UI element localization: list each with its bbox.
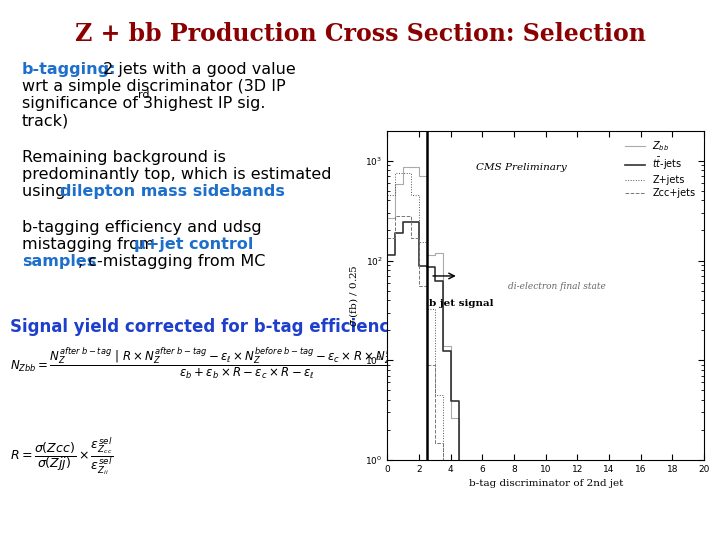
Zcc+jets [486,509,495,516]
Zcc+jets [644,509,653,516]
Z+jets [383,192,392,199]
$Z_{bb}$ [652,497,661,504]
Text: , c-mistagging from MC: , c-mistagging from MC [78,254,266,269]
Text: rd: rd [138,90,150,100]
Text: $N_{Zbb} = \dfrac{N_Z^{after\ b-tag}\ |\ R \times N_Z^{after\ b-tag} - \varepsil: $N_{Zbb} = \dfrac{N_Z^{after\ b-tag}\ |\… [10,345,446,381]
$Z_{bb}$ [399,164,408,171]
Text: wrt a simple discriminator (3D IP: wrt a simple discriminator (3D IP [22,79,286,94]
Text: b-tagging:: b-tagging: [22,62,117,77]
Legend: $Z_{bb}$, $t\bar{t}$-jets, Z+jets, Zcc+jets: $Z_{bb}$, $t\bar{t}$-jets, Z+jets, Zcc+j… [621,136,699,202]
Text: Signal yield corrected for b-tag efficiency and Z+jj,cc backgrounds: Signal yield corrected for b-tag efficie… [10,318,636,336]
Text: μ+jet control: μ+jet control [134,237,253,252]
$Z_{bb}$ [708,489,716,496]
Text: b jet signal: b jet signal [428,299,493,308]
Text: significance of 3: significance of 3 [22,96,153,111]
$t\bar{t}$-jets [652,485,661,492]
$Z_{bb}$ [486,490,495,497]
Text: highest IP sig.: highest IP sig. [148,96,266,111]
$Z_{bb}$ [478,490,487,497]
Zcc+jets [438,509,447,516]
Text: 2 jets with a good value: 2 jets with a good value [98,62,296,77]
Text: Remaining background is: Remaining background is [22,150,226,165]
Text: CMS Preliminary: CMS Preliminary [476,163,567,172]
$t\bar{t}$-jets [541,487,550,493]
Text: b-tagging efficiency and udsg: b-tagging efficiency and udsg [22,220,261,235]
Zcc+jets [478,509,487,516]
Zcc+jets [470,509,479,516]
Z+jets [478,502,487,509]
Zcc+jets [652,509,661,516]
$t\bar{t}$-jets [708,491,716,498]
$t\bar{t}$-jets [644,509,653,516]
Text: di-electron final state: di-electron final state [508,282,606,291]
Z+jets [446,509,455,516]
Line: Zcc+jets: Zcc+jets [387,215,712,512]
Text: samples: samples [22,254,96,269]
Z+jets [486,502,495,509]
$t\bar{t}$-jets [399,219,408,225]
$Z_{bb}$ [644,495,653,502]
Zcc+jets [391,212,400,219]
Text: mistagging from: mistagging from [22,237,160,252]
Z+jets [391,170,400,177]
$t\bar{t}$-jets [478,487,487,493]
$Z_{bb}$ [462,474,471,480]
Zcc+jets [541,509,550,516]
Z+jets [644,509,653,516]
Zcc+jets [383,234,392,241]
$t\bar{t}$-jets [383,252,392,258]
Text: Z + bb Production Cross Section: Selection: Z + bb Production Cross Section: Selecti… [75,22,645,46]
$t\bar{t}$-jets [478,464,487,471]
Line: Z+jets: Z+jets [387,173,712,512]
X-axis label: b-tag discriminator of 2nd jet: b-tag discriminator of 2nd jet [469,480,623,489]
Text: $R = \dfrac{\sigma(Zcc)}{\sigma(Zjj)} \times \dfrac{\varepsilon_{Z_{cc}}^{sel}}{: $R = \dfrac{\sigma(Zcc)}{\sigma(Zjj)} \t… [10,435,113,477]
Z+jets [708,509,716,516]
$Z_{bb}$ [383,215,392,221]
Zcc+jets [708,509,716,516]
Line: $t\bar{t}$-jets: $t\bar{t}$-jets [387,222,712,512]
Line: $Z_{bb}$: $Z_{bb}$ [387,167,712,512]
Z+jets [541,509,550,516]
Z+jets [652,509,661,516]
Text: using: using [22,184,71,199]
Text: dilepton mass sidebands: dilepton mass sidebands [60,184,285,199]
$t\bar{t}$-jets [605,509,613,516]
Text: track): track) [22,113,69,128]
$Z_{bb}$ [541,501,550,507]
Text: predominantly top, which is estimated: predominantly top, which is estimated [22,167,331,182]
Y-axis label: $\sigma$ (fb) / 0.25: $\sigma$ (fb) / 0.25 [347,264,360,327]
$t\bar{t}$-jets [462,480,471,487]
Z+jets [470,509,479,516]
$Z_{bb}$ [470,509,479,516]
